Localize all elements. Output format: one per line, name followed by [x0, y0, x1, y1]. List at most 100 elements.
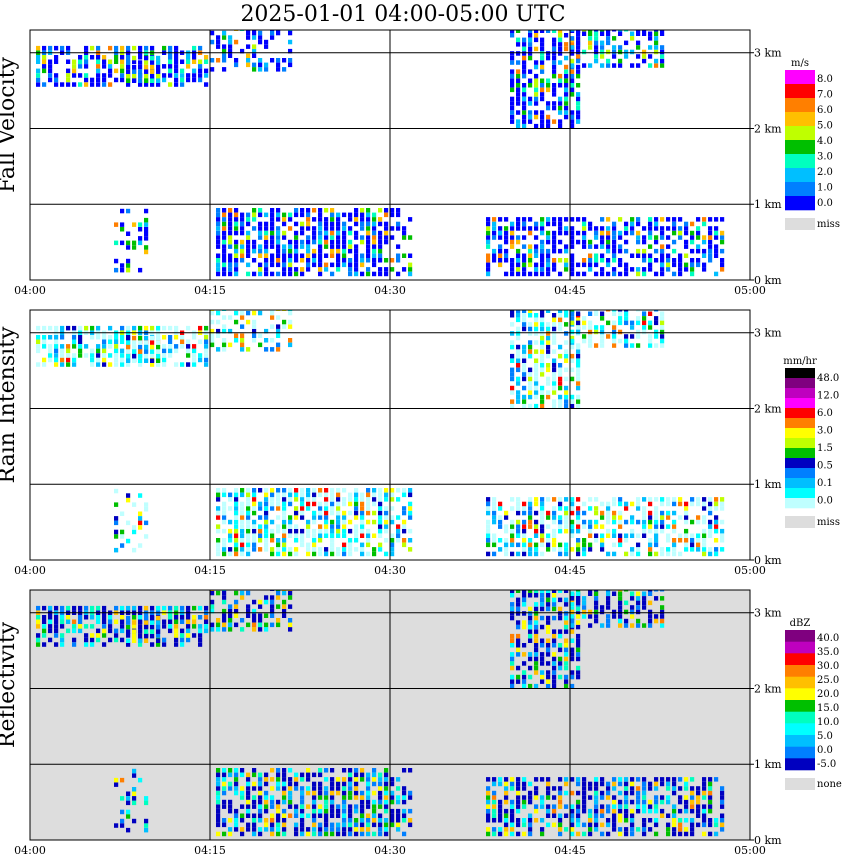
echo-cell [228, 271, 233, 277]
echo-cell [156, 344, 161, 350]
echo-cell [576, 614, 581, 619]
echo-cell [396, 244, 401, 249]
echo-cell [564, 267, 569, 272]
echo-cell [360, 799, 365, 805]
echo-cell [222, 790, 227, 796]
echo-cell [540, 593, 545, 598]
echo-cell [192, 362, 197, 367]
echo-cell [642, 310, 647, 312]
echo-cell [564, 524, 569, 529]
echo-cell [636, 217, 641, 222]
echo-cell [252, 542, 257, 548]
echo-cell [348, 239, 353, 245]
echo-cell [78, 64, 83, 69]
echo-cell [558, 831, 563, 837]
echo-cell [714, 506, 719, 511]
echo-cell [534, 326, 539, 332]
echo-cell [90, 45, 95, 51]
echo-cell [264, 515, 269, 520]
echo-cell [636, 316, 641, 321]
echo-cell [216, 831, 221, 837]
echo-cell [384, 795, 389, 800]
legend-label: 8.0 [817, 74, 833, 85]
echo-cell [678, 551, 683, 557]
echo-cell [618, 519, 623, 525]
echo-cell [138, 240, 143, 246]
echo-cell [276, 622, 281, 628]
echo-cell [174, 55, 179, 60]
echo-cell [330, 538, 335, 543]
echo-cell [114, 628, 119, 634]
x-tick-label: 04:45 [554, 284, 586, 297]
echo-cell [210, 627, 215, 632]
echo-cell [258, 795, 263, 800]
echo-cell [36, 362, 41, 367]
echo-cell [678, 827, 683, 832]
echo-cell [594, 827, 599, 832]
echo-cell [372, 808, 377, 814]
echo-cell [612, 338, 617, 344]
echo-cell [246, 608, 251, 614]
echo-cell [660, 813, 665, 818]
echo-cell [102, 615, 107, 620]
echo-cell [210, 622, 215, 628]
echo-cell [606, 795, 611, 800]
echo-cell [138, 525, 143, 530]
echo-cell [294, 538, 299, 543]
echo-cell [132, 222, 137, 227]
echo-cell [84, 353, 89, 358]
echo-cell [348, 519, 353, 525]
echo-cell [156, 629, 161, 634]
echo-cell [318, 831, 323, 837]
echo-cell [204, 68, 209, 74]
echo-cell [672, 781, 677, 787]
echo-cell [276, 813, 281, 818]
echo-cell [228, 804, 233, 809]
echo-cell [528, 83, 533, 88]
echo-cell [564, 55, 569, 61]
echo-cell [696, 248, 701, 254]
echo-cell [366, 542, 371, 548]
echo-cell [264, 547, 269, 552]
echo-cell [576, 372, 581, 377]
echo-cell [300, 818, 305, 823]
echo-cell [288, 244, 293, 249]
echo-cell [528, 629, 533, 634]
echo-cell [60, 335, 65, 340]
echo-cell [300, 271, 305, 277]
echo-cell [282, 772, 287, 778]
echo-cell [672, 221, 677, 227]
echo-cell [258, 212, 263, 218]
echo-cell [36, 344, 41, 349]
echo-cell [378, 258, 383, 263]
echo-cell [600, 334, 605, 339]
echo-cell [546, 643, 551, 648]
echo-cell [390, 790, 395, 796]
echo-cell [228, 342, 233, 348]
echo-cell [618, 310, 623, 312]
echo-cell [540, 83, 545, 88]
echo-cell [540, 519, 545, 525]
echo-cell [354, 533, 359, 538]
echo-cell [492, 235, 497, 240]
echo-cell [504, 827, 509, 832]
echo-cell [42, 339, 47, 344]
echo-cell [672, 547, 677, 552]
echo-cell [720, 786, 725, 791]
echo-cell [486, 799, 491, 805]
echo-cell [528, 248, 533, 254]
echo-cell [600, 311, 605, 316]
echo-cell [654, 63, 659, 68]
echo-cell [150, 78, 155, 83]
echo-cell [192, 633, 197, 638]
echo-cell [72, 64, 77, 69]
echo-cell [222, 35, 227, 40]
echo-cell [234, 542, 239, 548]
echo-cell [660, 271, 665, 277]
legend-swatch [785, 630, 815, 642]
echo-cell [528, 37, 533, 43]
echo-cell [678, 217, 683, 222]
echo-cell [372, 822, 377, 828]
echo-cell [240, 258, 245, 263]
echo-cell [540, 615, 545, 621]
